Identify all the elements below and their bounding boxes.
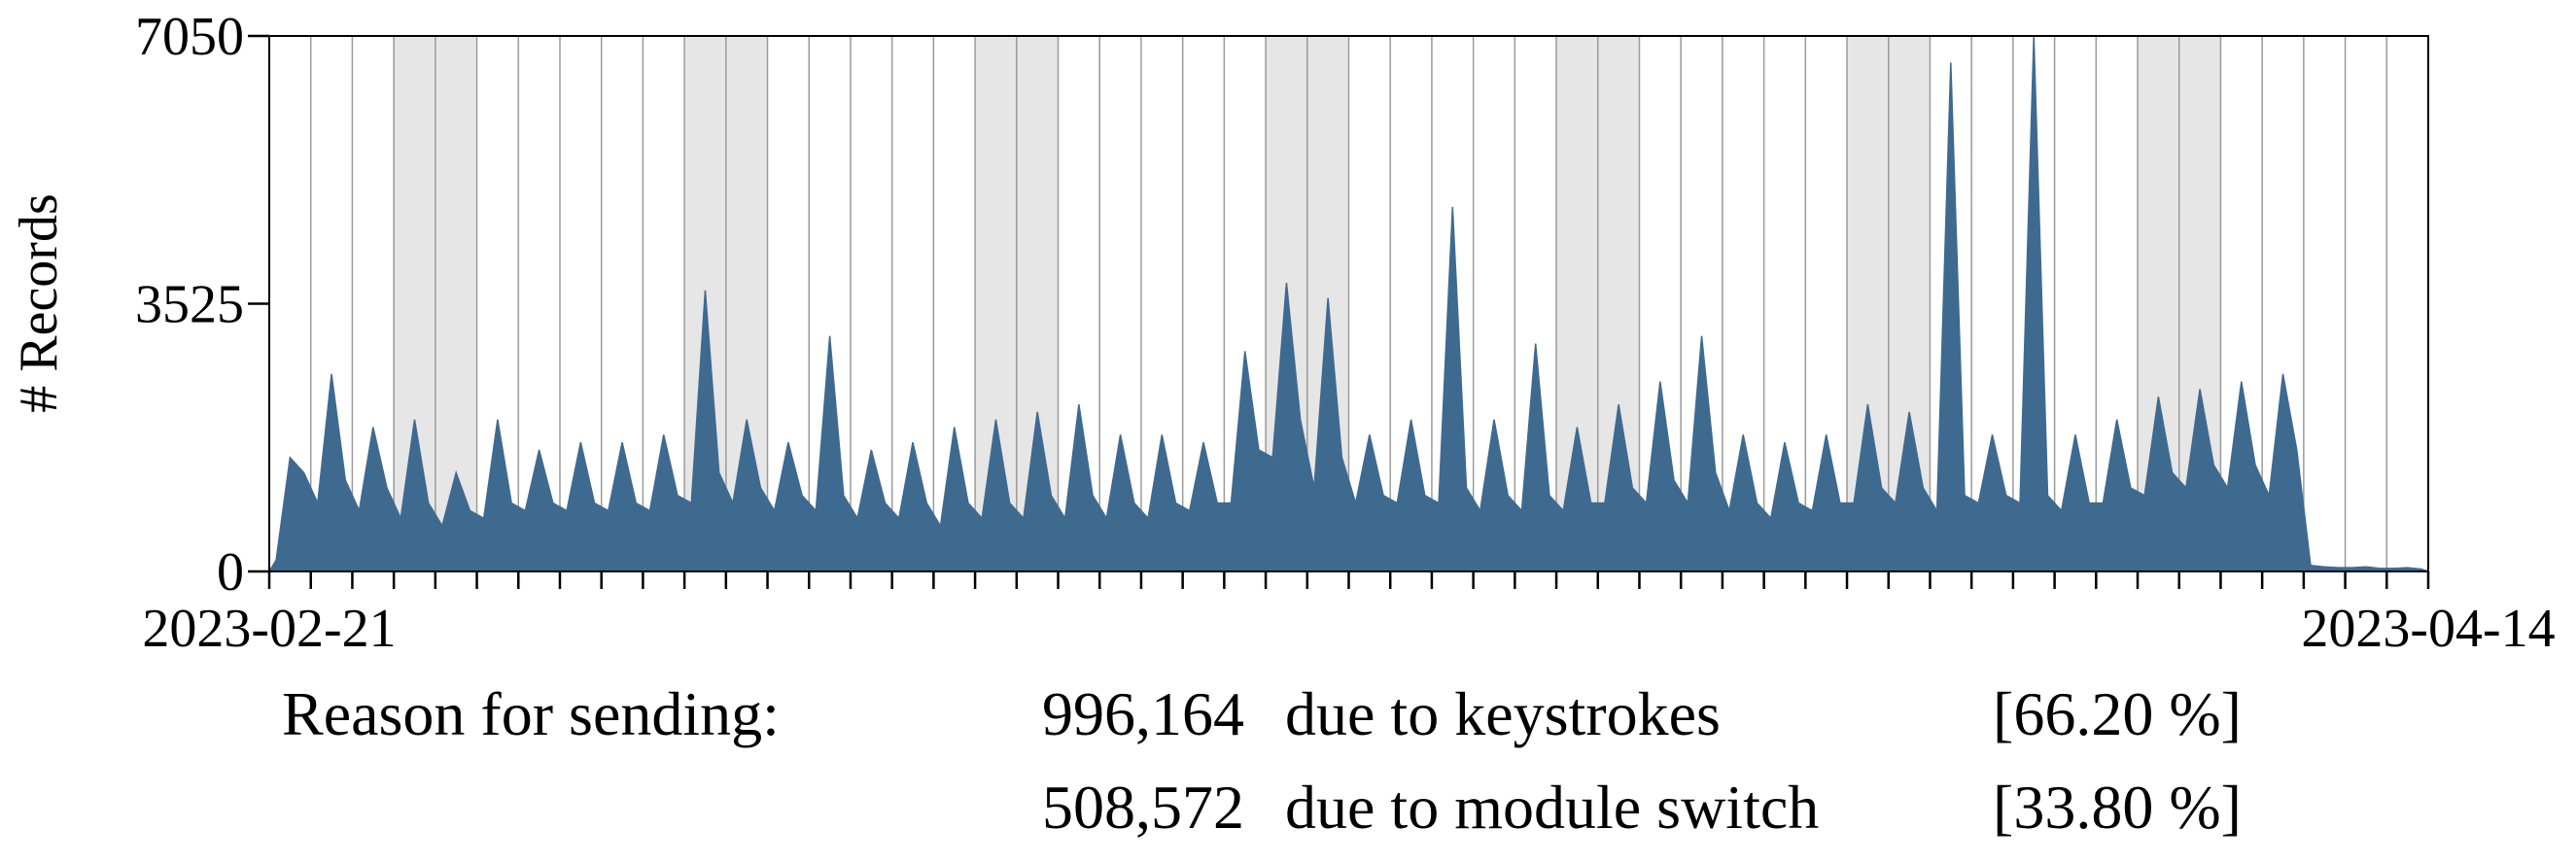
y-axis-label: # Records	[9, 193, 69, 413]
y-tick-label: 3525	[135, 275, 244, 335]
count: 508,572	[1042, 773, 1244, 842]
y-tick-label: 7050	[135, 7, 244, 67]
y-tick-label: 0	[217, 542, 244, 603]
summary-label: Reason for sending:	[282, 679, 780, 748]
count: 996,164	[1042, 679, 1244, 748]
reason: due to module switch	[1285, 773, 1819, 842]
share: [66.20 %]	[1993, 679, 2242, 748]
reason: due to keystrokes	[1285, 679, 1721, 748]
x-tick-label: 2023-02-21	[142, 599, 396, 659]
records-area	[267, 35, 2429, 572]
share: [33.80 %]	[1993, 773, 2242, 842]
x-tick-label: 2023-04-14	[2301, 599, 2555, 659]
